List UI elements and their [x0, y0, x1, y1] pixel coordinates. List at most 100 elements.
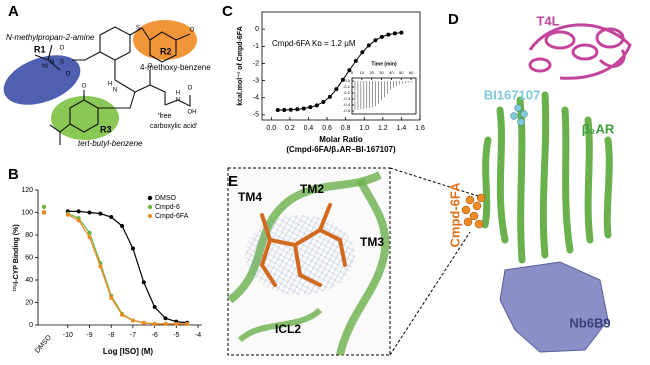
data-point	[288, 107, 293, 112]
inset-x-tick-label: 30	[379, 70, 384, 75]
inset-x-tick-label: 50	[399, 70, 404, 75]
structure-label: TM4	[238, 190, 262, 204]
y-tick-label: 40	[25, 277, 33, 284]
data-point	[327, 94, 332, 99]
atom-label: O	[82, 84, 87, 90]
inset-y-tick-label: -0.5	[343, 108, 351, 113]
x-tick-label: 0.6	[322, 125, 332, 132]
data-point	[76, 218, 81, 223]
structure-label: 4-methoxy-benzene	[140, 63, 211, 72]
x-tick-label: 0.0	[266, 125, 276, 132]
structure-label: β₂AR	[582, 121, 615, 136]
y-axis-label: kcal.mol⁻¹ of Cmpd-6FA	[237, 26, 244, 106]
data-point	[282, 108, 287, 113]
atom-label: S	[136, 26, 140, 32]
x-tick-label: 1.6	[415, 125, 425, 132]
data-point	[379, 34, 384, 39]
atom-label: OH	[188, 110, 197, 116]
data-point	[353, 58, 358, 63]
data-point	[366, 43, 371, 48]
inset-y-tick-label: -0.2	[343, 90, 351, 95]
structure-label: 'free	[158, 113, 172, 120]
panel-d-structure	[461, 23, 632, 353]
data-point	[152, 305, 157, 309]
data-point	[109, 215, 114, 219]
control-point	[41, 204, 47, 210]
data-point	[87, 210, 92, 215]
y-tick-label: 80	[25, 232, 33, 239]
data-point	[301, 106, 306, 111]
structure-label: R3	[100, 124, 112, 134]
data-point	[120, 224, 125, 228]
panel-e-closeup	[227, 167, 479, 356]
legend-label: Cmpd-6FA	[155, 213, 189, 220]
plot-frame	[261, 11, 421, 121]
inset-x-tick-label: 60	[409, 70, 414, 75]
data-point	[130, 246, 135, 251]
annotation: Cmpd-6FA Kᴅ = 1.2 μM	[272, 39, 356, 48]
control-point	[41, 210, 47, 215]
atom-label: N	[176, 98, 180, 104]
data-point	[98, 264, 103, 269]
legend-marker	[147, 213, 153, 219]
y-tick-label: -1	[253, 43, 259, 50]
structure-label: R2	[160, 46, 172, 56]
atom-label: S	[60, 60, 64, 66]
panel-label: D	[448, 11, 459, 28]
y-tick-label: 100	[21, 209, 33, 216]
data-point	[76, 209, 81, 214]
y-tick-label: 20	[25, 299, 33, 306]
data-point	[163, 321, 168, 326]
data-point	[87, 235, 92, 240]
y-tick-label: 60	[25, 254, 33, 261]
atom-label: H	[108, 82, 112, 88]
y-tick-label: -4	[253, 95, 259, 102]
data-point	[295, 107, 300, 112]
x-tick-label: 0.2	[285, 125, 295, 132]
data-point	[98, 211, 103, 216]
inset-x-tick-label: 10	[360, 70, 365, 75]
x-axis-label: Log [ISO] (M)	[103, 347, 154, 356]
y-tick-label: -2	[253, 60, 259, 67]
inset-y-tick-label: 0.0	[344, 78, 350, 83]
data-point	[174, 321, 179, 326]
panel-a-structure	[3, 20, 197, 145]
y-tick-label: 0	[29, 322, 33, 329]
atom-label: N	[50, 60, 54, 66]
inset-x-tick-label: 20	[369, 70, 374, 75]
structure-label: TM3	[360, 235, 384, 249]
inset-x-tick-label: 0	[351, 70, 354, 75]
x-axis-label: (Cmpd-6FA/β₂AR–BI-167107)	[286, 145, 396, 154]
data-point	[120, 312, 125, 317]
structure-label: Nb6B9	[569, 315, 610, 330]
y-axis-label: ¹²⁵I-CYP Binding (%)	[13, 224, 20, 291]
y-tick-label: -5	[253, 112, 259, 119]
legend-marker	[147, 204, 153, 210]
x-tick-label: -4	[195, 332, 201, 339]
data-point	[163, 316, 168, 321]
data-point	[334, 87, 339, 92]
atom-label: O	[66, 72, 71, 78]
legend-marker	[147, 195, 153, 201]
legend-label: Cmpd-6	[155, 204, 180, 211]
inset-frame	[351, 77, 417, 115]
data-point	[314, 103, 319, 108]
data-point	[321, 100, 326, 104]
x-tick-label: 0.8	[341, 125, 351, 132]
atom-label: O	[148, 64, 153, 70]
data-point	[275, 108, 280, 113]
series-line	[67, 214, 188, 325]
data-point	[109, 296, 114, 300]
data-point	[360, 50, 365, 55]
atom-label: O	[188, 86, 193, 92]
x-tick-label: -7	[130, 332, 136, 339]
x-tick-label: 1.4	[397, 125, 407, 132]
series-line	[67, 213, 188, 325]
panel-label: E	[228, 173, 238, 190]
inset-y-tick-label: -0.4	[343, 102, 351, 107]
x-tick-label: -5	[173, 332, 179, 339]
data-point	[373, 38, 378, 43]
y-tick-label: -3	[253, 77, 259, 84]
structure-label: ICL2	[275, 322, 301, 336]
